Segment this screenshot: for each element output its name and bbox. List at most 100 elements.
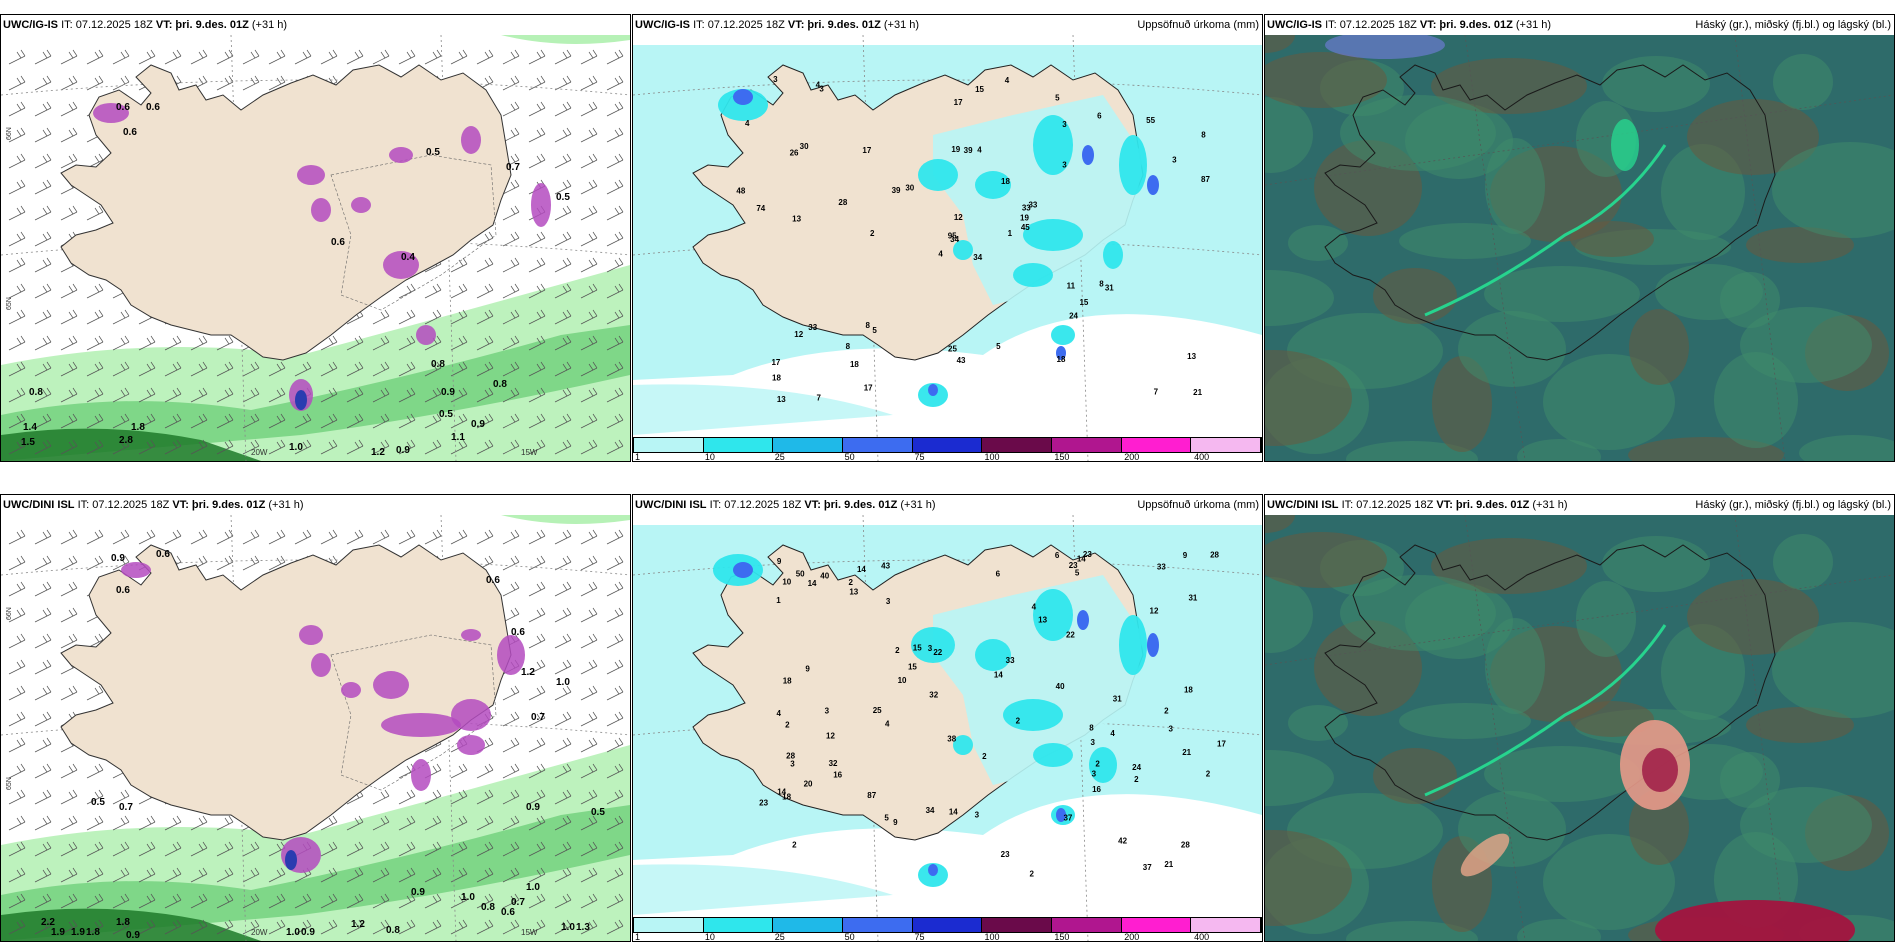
colorbar: 1 10 25 50 75 100 150 200 400 [633, 917, 1262, 941]
wind-barb [8, 413, 26, 429]
wind-barb [8, 231, 26, 247]
cloud-area [1399, 703, 1531, 739]
contour-value-label: 1.2 [371, 447, 385, 458]
wind-barb [528, 335, 546, 351]
wind-barb [34, 737, 52, 753]
precip-value-label: 7 [1154, 388, 1159, 397]
precip-area-cyan [911, 627, 955, 663]
colorbar-tick: 25 [774, 932, 785, 942]
precip-value-label: 31 [1105, 283, 1114, 292]
panel-variable-title: Háský (gr.), miðský (fj.bl.) og lágský (… [1695, 499, 1891, 511]
wind-barb [554, 529, 572, 545]
wind-barb [528, 439, 546, 455]
precip-band-mid [1, 325, 630, 461]
precip-value-label: 43 [881, 562, 890, 571]
colorbar-tick: 200 [1124, 452, 1140, 462]
cloud-area [1602, 536, 1710, 592]
cloud-area [1265, 350, 1352, 446]
contour-value-label: 1.8 [116, 917, 130, 928]
colorbar: 1 10 25 50 75 100 150 200 400 [633, 437, 1262, 461]
wind-barb [502, 179, 520, 195]
precip-value-label: 4 [777, 709, 782, 718]
colorbar-cell [1052, 918, 1122, 932]
wind-barb [164, 361, 182, 377]
wind-barb [34, 789, 52, 805]
wind-barb [424, 283, 442, 299]
wind-barb [112, 893, 130, 909]
wind-barb [398, 49, 416, 65]
wind-barb [138, 529, 156, 545]
precip-value-label: 23 [1083, 550, 1092, 559]
wind-barb [60, 555, 78, 571]
wind-barb [8, 555, 26, 571]
precip-map: 3426341733554313211384371918333018183933… [633, 35, 1262, 461]
wind-barb [502, 815, 520, 831]
wind-barb [294, 49, 312, 65]
wind-barb [502, 205, 520, 221]
wind-barb [476, 841, 494, 857]
panel-variable-title: Háský (gr.), miðský (fj.bl.) og lágský (… [1695, 19, 1891, 31]
wind-barb [424, 789, 442, 805]
wind-barb [86, 309, 104, 325]
precip-blob [93, 103, 129, 123]
wind-barb [190, 361, 208, 377]
wind-barb [190, 893, 208, 909]
precip-value-label: 4 [1110, 729, 1115, 738]
wind-barb [476, 893, 494, 909]
contour-value-label: 1.0 [289, 442, 303, 453]
wind-barb [554, 867, 572, 883]
colorbar-cell [634, 438, 704, 452]
panel-variable-title: Uppsöfnuð úrkoma (mm) [1137, 499, 1259, 511]
wind-barb [580, 581, 598, 597]
wind-barb [8, 127, 26, 143]
colorbar-tick: 1 [635, 452, 641, 462]
wind-barb [424, 49, 442, 65]
wind-barb [34, 205, 52, 221]
precip-area-cyan [1023, 219, 1083, 251]
wind-barb [294, 439, 312, 455]
wind-barb [8, 153, 26, 169]
wind-barb [502, 101, 520, 117]
wind-barb [476, 529, 494, 545]
wind-barb [346, 439, 364, 455]
wind-barb [34, 581, 52, 597]
wind-barb [320, 919, 338, 935]
wind-barb [8, 919, 26, 935]
precip-area-light [633, 384, 893, 435]
wind-barb [476, 413, 494, 429]
wind-barb [398, 841, 416, 857]
colorbar-tick: 75 [914, 452, 925, 462]
wind-barb [528, 529, 546, 545]
wind-barb [8, 387, 26, 403]
wind-barb [216, 815, 234, 831]
wind-barb [554, 283, 572, 299]
wind-barb [112, 387, 130, 403]
wind-barb [34, 231, 52, 247]
wind-barb [216, 867, 234, 883]
high-cloud-edge [1424, 144, 1667, 317]
precip-blob [373, 671, 409, 699]
precip-value-label: 6 [996, 570, 1001, 579]
wind-barb [268, 555, 286, 571]
precip-value-label: 12 [954, 213, 963, 222]
cloud-area [1265, 750, 1334, 806]
cloud-area [1655, 900, 1855, 941]
precip-value-label: 21 [1164, 860, 1173, 869]
wind-barb [60, 101, 78, 117]
precip-value-label: 2 [1206, 770, 1211, 779]
colorbar-tick: 10 [704, 932, 715, 942]
precip-value-label: 18 [782, 792, 791, 801]
contour-value-label: 0.9 [111, 553, 125, 564]
precip-blob [461, 126, 481, 154]
wind-barb [34, 919, 52, 935]
wind-barb [502, 361, 520, 377]
wind-barb [528, 361, 546, 377]
colorbar-cell [773, 918, 844, 932]
cloud-area [1773, 534, 1833, 590]
colorbar-tick: 50 [844, 932, 855, 942]
wind-barb [476, 49, 494, 65]
wind-barb [606, 529, 624, 545]
wind-barb [8, 893, 26, 909]
wind-barb [138, 439, 156, 455]
precip-blob [383, 251, 419, 279]
